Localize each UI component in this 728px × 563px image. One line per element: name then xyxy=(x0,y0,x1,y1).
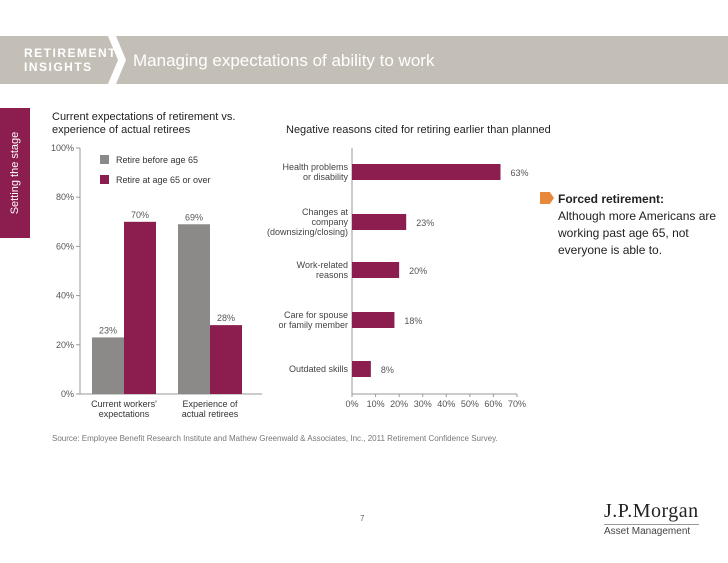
right-bar xyxy=(352,361,371,377)
right-bar xyxy=(352,214,407,230)
right-x-tick-label: 30% xyxy=(414,399,432,409)
right-bar xyxy=(352,164,501,180)
right-category-label: (downsizing/closing) xyxy=(267,227,348,237)
header-divider-arrow xyxy=(108,36,126,84)
left-y-tick-label: 20% xyxy=(56,340,74,350)
side-tab: Setting the stage xyxy=(0,108,30,238)
page-number: 7 xyxy=(360,514,365,523)
right-x-tick-label: 50% xyxy=(461,399,479,409)
callout-heading: Forced retirement: xyxy=(558,192,665,206)
left-bar xyxy=(210,325,242,394)
right-chart-title: Negative reasons cited for retiring earl… xyxy=(286,124,551,136)
left-y-tick-label: 80% xyxy=(56,192,74,202)
left-bar xyxy=(124,221,156,394)
right-category-label: reasons xyxy=(316,270,349,280)
left-bar-value-label: 69% xyxy=(185,212,203,222)
left-y-tick-label: 40% xyxy=(56,291,74,301)
right-category-label: or disability xyxy=(303,172,349,182)
source-note: Source: Employee Benefit Research Instit… xyxy=(52,434,498,443)
right-bar-value-label: 63% xyxy=(511,168,529,178)
right-x-tick-label: 70% xyxy=(508,399,526,409)
right-x-tick-label: 60% xyxy=(484,399,502,409)
callout-body: Although more Americans are working past… xyxy=(558,209,717,257)
right-category-label: company xyxy=(311,217,348,227)
right-bar-value-label: 23% xyxy=(416,218,434,228)
legend-label: Retire before age 65 xyxy=(116,155,198,165)
legend-swatch xyxy=(100,155,109,164)
left-category-label: expectations xyxy=(99,409,150,419)
left-bar xyxy=(178,224,210,394)
left-category-label: Experience of xyxy=(182,399,238,409)
brand-line-1: RETIREMENT xyxy=(24,46,117,60)
right-category-label: Work-related xyxy=(297,260,348,270)
left-bar-value-label: 28% xyxy=(217,313,235,323)
right-category-label: Care for spouse xyxy=(284,310,348,320)
right-category-label: or family member xyxy=(278,320,348,330)
right-x-tick-label: 20% xyxy=(390,399,408,409)
legend-label: Retire at age 65 or over xyxy=(116,175,211,185)
left-bar xyxy=(92,337,124,394)
logo-name: J.P.Morgan xyxy=(604,500,699,522)
callout: Forced retirement: Although more America… xyxy=(558,192,718,259)
right-x-tick-label: 40% xyxy=(437,399,455,409)
logo-subtitle: Asset Management xyxy=(604,524,699,537)
left-category-label: Current workers' xyxy=(91,399,157,409)
left-bar-value-label: 23% xyxy=(99,325,117,335)
left-y-tick-label: 60% xyxy=(56,241,74,251)
brand-line-2: INSIGHTS xyxy=(24,60,93,74)
left-category-label: actual retirees xyxy=(182,409,239,419)
header-band: RETIREMENT INSIGHTS Managing expectation… xyxy=(0,36,728,84)
callout-arrow-icon xyxy=(540,192,554,204)
right-bar-value-label: 8% xyxy=(381,365,394,375)
right-bar-value-label: 18% xyxy=(404,316,422,326)
jpmorgan-logo: J.P.Morgan Asset Management xyxy=(604,500,699,537)
left-bar-value-label: 70% xyxy=(131,210,149,220)
right-category-label: Outdated skills xyxy=(289,364,349,374)
left-y-tick-label: 0% xyxy=(61,389,74,399)
right-category-label: Changes at xyxy=(302,207,349,217)
right-bar xyxy=(352,312,395,328)
right-x-tick-label: 0% xyxy=(345,399,358,409)
right-x-tick-label: 10% xyxy=(367,399,385,409)
left-chart-title: Current expectations of retirement vs. e… xyxy=(52,111,236,136)
page-title: Managing expectations of ability to work xyxy=(133,51,435,70)
legend-swatch xyxy=(100,175,109,184)
left-y-tick-label: 100% xyxy=(51,143,74,153)
retirement-insights-brand: RETIREMENT INSIGHTS xyxy=(24,46,117,74)
right-bar xyxy=(352,262,400,278)
right-category-label: Health problems xyxy=(282,162,348,172)
right-bar-value-label: 20% xyxy=(409,266,427,276)
